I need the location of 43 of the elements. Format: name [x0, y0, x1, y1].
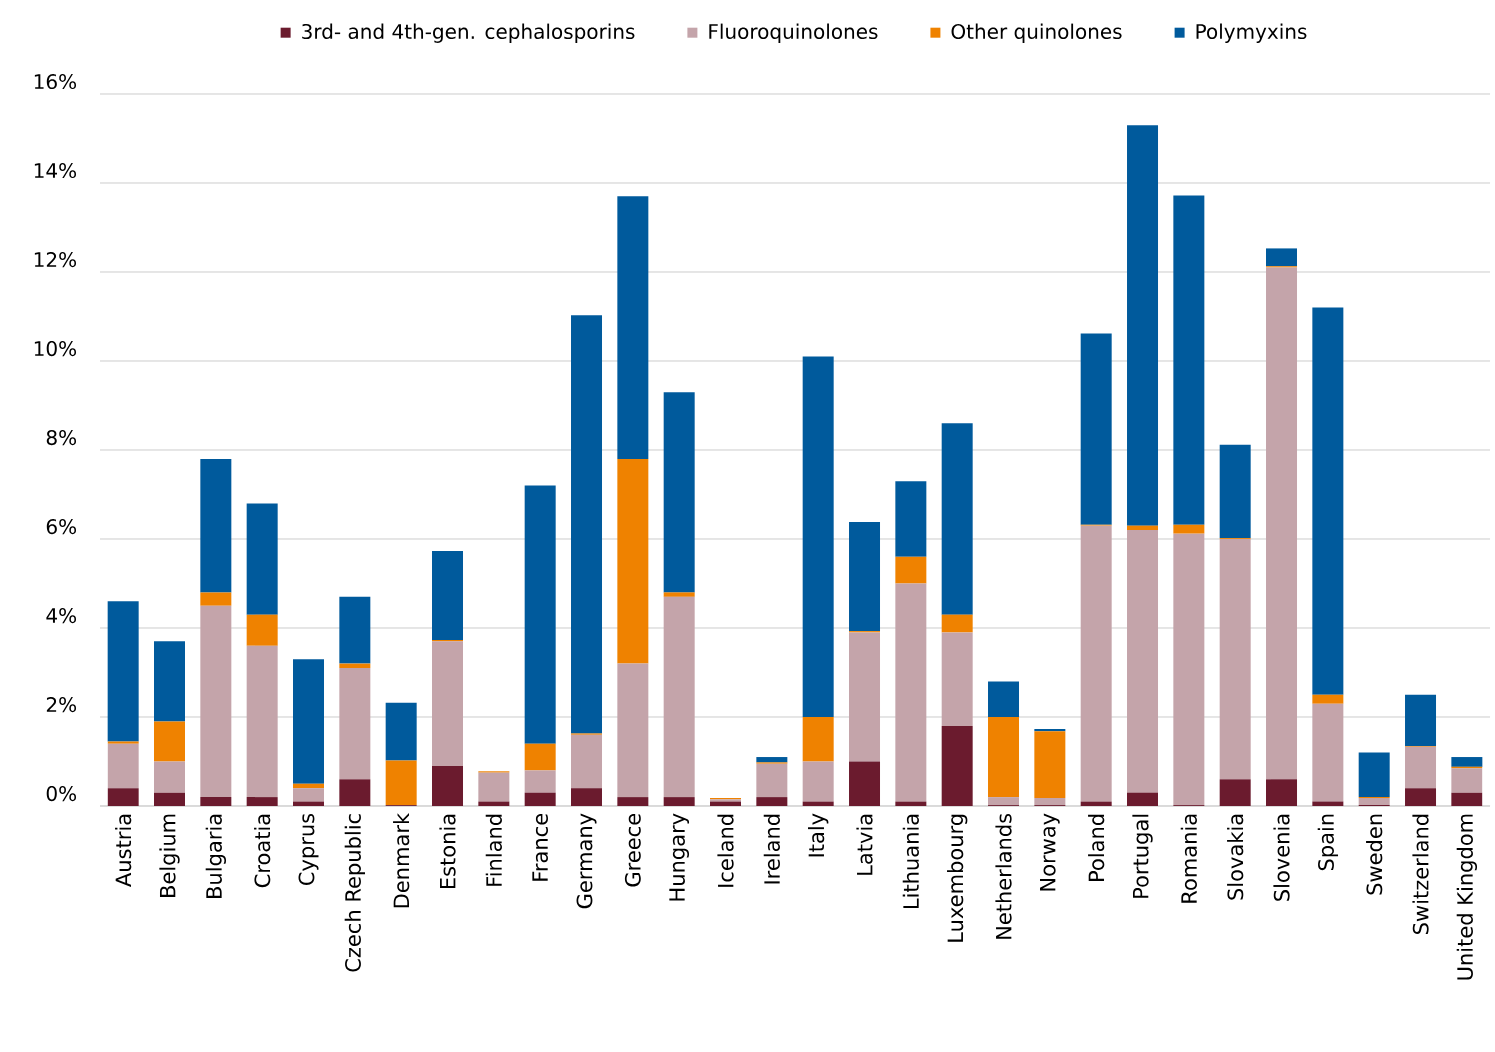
x-tick-label: Portugal: [1132, 814, 1153, 898]
y-tick-label: 8%: [46, 430, 77, 446]
x-tick-label: Latvia: [856, 814, 873, 875]
y-tick-label: 0%: [46, 786, 77, 802]
x-tick-label: Norway: [1040, 813, 1060, 891]
x-tick-label: Spain: [1317, 814, 1339, 871]
x-tick-label: Lithuania: [902, 814, 919, 909]
x-tick-label: Finland: [485, 814, 502, 886]
x-tick-label: Switzerland: [1412, 814, 1429, 934]
legend-label: Polymyxins: [1196, 23, 1307, 43]
legend-label: Fluoroquinolones: [709, 23, 878, 43]
x-tick-label: France: [532, 813, 548, 881]
legend-label: 3rd- and 4th-gen. cephalosporins: [302, 23, 635, 43]
x-tick-label: Czech Republic: [344, 814, 366, 972]
x-tick-label: Poland: [1088, 814, 1105, 881]
x-tick-label: Bulgaria: [205, 814, 227, 898]
x-tick-label: Croatia: [254, 814, 271, 888]
x-tick-label: Cyprus: [298, 813, 319, 885]
x-tick-label: Romania: [1180, 814, 1197, 903]
y-tick-label: 4%: [46, 608, 77, 624]
x-tick-label: Iceland: [717, 814, 734, 887]
y-tick-label: 10%: [34, 341, 77, 357]
legend-label: Other quinolones: [951, 23, 1122, 43]
x-tick-label: Hungary: [669, 813, 690, 901]
x-tick-label: United Kingdom: [1456, 814, 1478, 980]
x-tick-label: Slovenia: [1273, 814, 1290, 901]
x-tick-label: Greece: [624, 813, 641, 887]
x-tick-label: Netherlands: [995, 813, 1012, 939]
y-tick-label: 14%: [34, 163, 77, 179]
y-tick-label: 16%: [34, 74, 77, 90]
y-tick-label: 6%: [46, 519, 77, 535]
y-tick-label: 12%: [34, 252, 77, 268]
y-tick-label: 2%: [46, 697, 77, 713]
x-tick-label: Italy: [808, 813, 829, 857]
x-tick-label: Luxembourg: [947, 814, 968, 942]
x-tick-label: Estonia: [439, 814, 456, 889]
x-tick-label: Slovakia: [1227, 814, 1244, 900]
x-tick-label: Sweden: [1366, 814, 1383, 895]
x-tick-label: Denmark: [393, 812, 410, 908]
x-tick-label: Austria: [115, 814, 132, 887]
x-tick-label: Belgium: [159, 814, 180, 897]
x-tick-label: Germany: [576, 813, 597, 909]
x-tick-label: Ireland: [763, 814, 780, 884]
